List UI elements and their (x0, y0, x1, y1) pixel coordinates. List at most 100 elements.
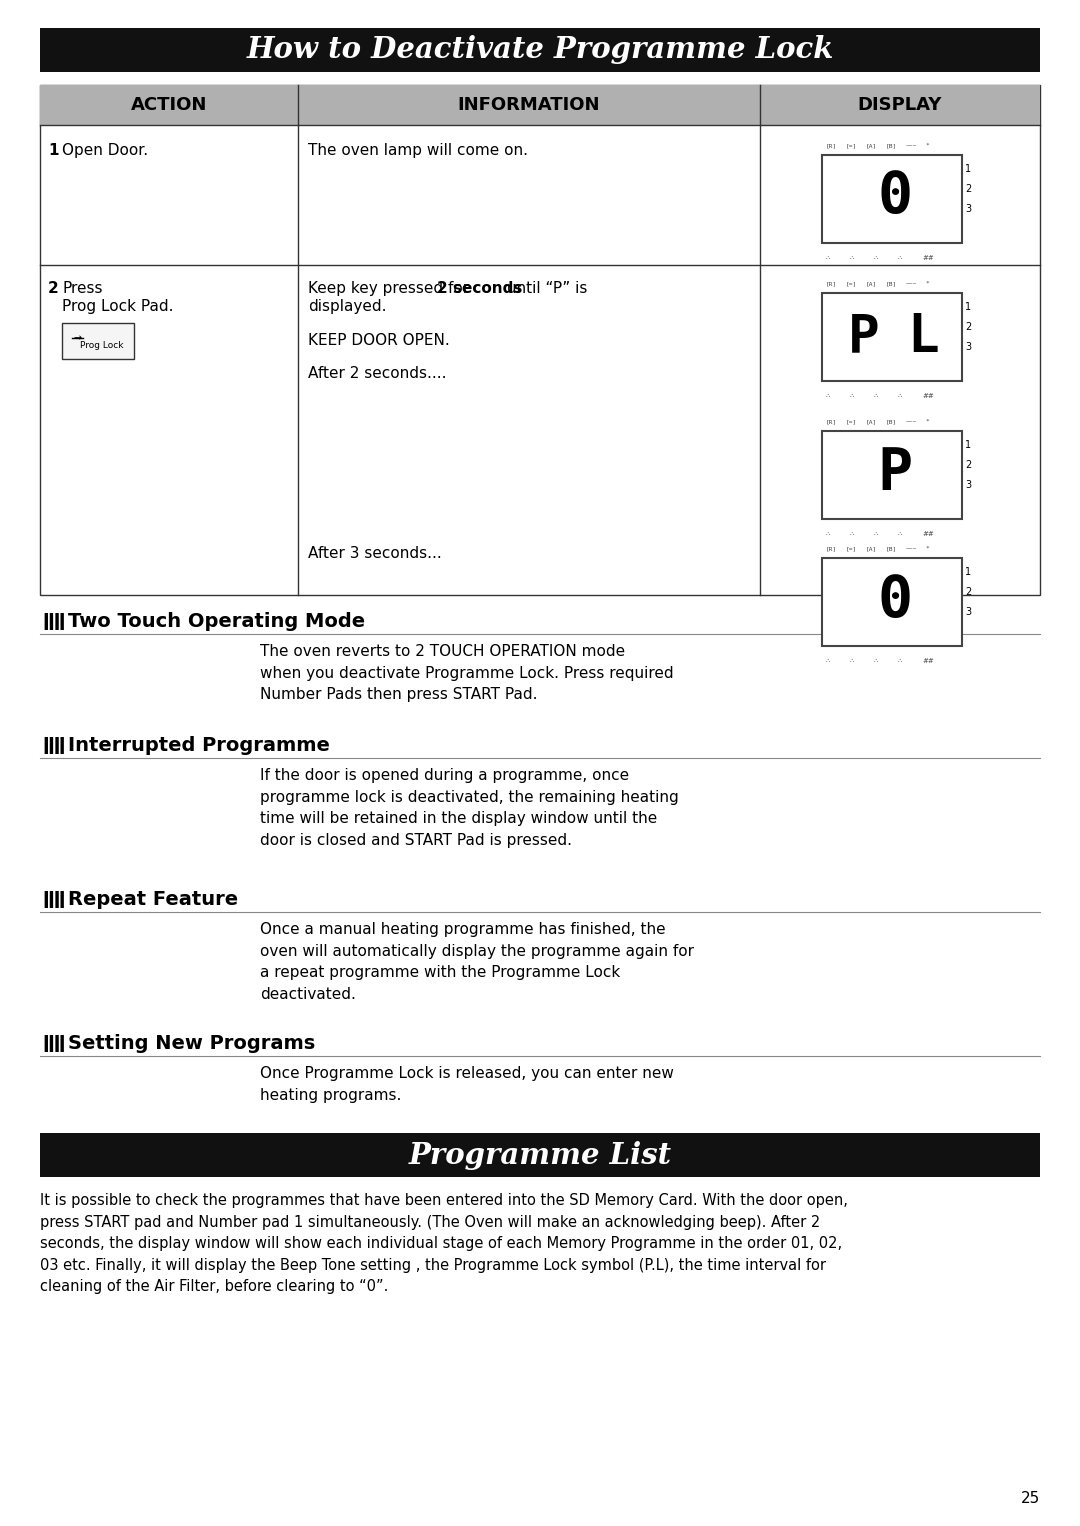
Text: [R]: [R] (826, 420, 837, 424)
Text: 0: 0 (877, 572, 913, 629)
Text: After 2 seconds....: After 2 seconds.... (308, 366, 446, 382)
Bar (40, 85, 1040, 125)
Text: ##: ## (922, 255, 934, 261)
Text: After 3 seconds...: After 3 seconds... (308, 546, 442, 562)
Text: ##: ## (922, 658, 934, 664)
Text: How to Deactivate Programme Lock: How to Deactivate Programme Lock (246, 35, 834, 64)
Bar (822, 559, 962, 645)
Text: Two Touch Operating Mode: Two Touch Operating Mode (68, 612, 365, 630)
Text: Repeat Feature: Repeat Feature (68, 890, 238, 909)
Text: 3: 3 (966, 204, 971, 214)
Text: 1: 1 (966, 163, 971, 174)
Text: *: * (926, 281, 930, 285)
Text: ~~~: ~~~ (906, 420, 917, 424)
Text: ∴: ∴ (897, 394, 903, 398)
Text: [R]: [R] (826, 546, 837, 551)
Text: [R]: [R] (826, 143, 837, 148)
Text: ∴: ∴ (826, 255, 831, 261)
Text: The oven reverts to 2 TOUCH OPERATION mode
when you deactivate Programme Lock. P: The oven reverts to 2 TOUCH OPERATION mo… (260, 644, 674, 702)
Bar (822, 293, 962, 382)
Text: ∴: ∴ (874, 255, 878, 261)
Text: *: * (926, 546, 930, 551)
Text: P: P (877, 444, 913, 502)
Text: Keep key pressed for: Keep key pressed for (308, 281, 474, 296)
Text: ∴: ∴ (826, 394, 831, 398)
Text: ~~~: ~~~ (906, 546, 917, 551)
Text: ACTION: ACTION (131, 96, 207, 114)
Text: 25: 25 (1021, 1491, 1040, 1506)
Text: [B]: [B] (886, 546, 897, 551)
Text: ∴: ∴ (874, 658, 878, 664)
Text: *: * (926, 420, 930, 424)
Text: 1: 1 (48, 143, 58, 159)
Text: [A]: [A] (866, 546, 877, 551)
Text: 2: 2 (966, 185, 971, 194)
Text: ∴: ∴ (850, 394, 854, 398)
Text: P: P (848, 311, 880, 363)
Text: Setting New Programs: Setting New Programs (68, 1035, 315, 1053)
Text: Programme List: Programme List (408, 1140, 672, 1169)
Text: 2: 2 (48, 281, 58, 296)
Text: ∴: ∴ (874, 531, 878, 537)
Bar (62, 324, 134, 359)
Bar (40, 27, 1040, 72)
Text: Once Programme Lock is released, you can enter new
heating programs.: Once Programme Lock is released, you can… (260, 1067, 674, 1103)
Text: Prog Lock: Prog Lock (80, 340, 124, 349)
Text: [B]: [B] (886, 143, 897, 148)
Text: [=]: [=] (846, 420, 858, 424)
Text: ∴: ∴ (897, 531, 903, 537)
Text: Open Door.: Open Door. (62, 143, 148, 159)
Bar (40, 1132, 1040, 1177)
Text: ~~~: ~~~ (906, 143, 917, 148)
Text: 2: 2 (966, 588, 971, 597)
Text: *: * (926, 143, 930, 148)
Text: ##: ## (922, 394, 934, 398)
Text: DISPLAY: DISPLAY (858, 96, 942, 114)
Text: ∴: ∴ (850, 658, 854, 664)
Text: ∴: ∴ (826, 531, 831, 537)
Text: 3: 3 (966, 607, 971, 617)
Text: Once a manual heating programme has finished, the
oven will automatically displa: Once a manual heating programme has fini… (260, 922, 694, 1001)
Text: ∴: ∴ (850, 531, 854, 537)
Text: Press: Press (62, 281, 103, 296)
Text: →: → (73, 333, 82, 343)
Text: ǁǁ: ǁǁ (42, 736, 66, 754)
Text: displayed.: displayed. (308, 299, 387, 314)
Bar (40, 85, 1040, 595)
Text: Interrupted Programme: Interrupted Programme (68, 736, 329, 755)
Text: KEEP DOOR OPEN.: KEEP DOOR OPEN. (308, 333, 449, 348)
Text: 3: 3 (966, 342, 971, 353)
Text: until “P” is: until “P” is (502, 281, 588, 296)
Text: [=]: [=] (846, 546, 858, 551)
Text: ǁǁ: ǁǁ (42, 1035, 66, 1051)
Text: Prog Lock Pad.: Prog Lock Pad. (62, 299, 174, 314)
Text: [B]: [B] (886, 281, 897, 285)
Text: 2 seconds: 2 seconds (437, 281, 523, 296)
Text: ∴: ∴ (874, 394, 878, 398)
Text: ǁǁ: ǁǁ (42, 612, 66, 630)
Text: It is possible to check the programmes that have been entered into the SD Memory: It is possible to check the programmes t… (40, 1193, 848, 1294)
Text: ǁǁ: ǁǁ (42, 890, 66, 908)
Text: [=]: [=] (846, 143, 858, 148)
Text: ∴: ∴ (850, 255, 854, 261)
Text: INFORMATION: INFORMATION (458, 96, 600, 114)
Text: If the door is opened during a programme, once
programme lock is deactivated, th: If the door is opened during a programme… (260, 768, 678, 848)
Text: L: L (907, 311, 939, 363)
Text: 1: 1 (966, 568, 971, 577)
Text: 2: 2 (966, 322, 971, 333)
Text: [R]: [R] (826, 281, 837, 285)
Text: 3: 3 (966, 481, 971, 490)
Text: The oven lamp will come on.: The oven lamp will come on. (308, 143, 528, 159)
Text: [A]: [A] (866, 143, 877, 148)
Text: [A]: [A] (866, 281, 877, 285)
Text: ##: ## (922, 531, 934, 537)
Text: ∴: ∴ (897, 255, 903, 261)
Text: 1: 1 (966, 439, 971, 450)
Text: ∴: ∴ (897, 658, 903, 664)
Text: ~~~: ~~~ (906, 281, 917, 285)
Bar (822, 430, 962, 519)
Text: 0: 0 (877, 168, 913, 226)
Text: 2: 2 (966, 459, 971, 470)
Text: [=]: [=] (846, 281, 858, 285)
Bar (822, 156, 962, 243)
